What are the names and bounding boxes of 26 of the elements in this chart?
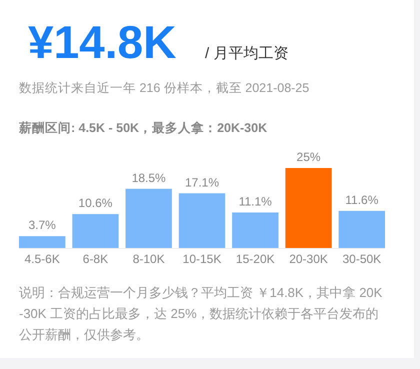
chart-subtitle: / 月平均工资 bbox=[205, 45, 288, 62]
text: 薪酬区间: 4.5K - 50K，最多人拿：20K-30K bbox=[18, 120, 268, 135]
bar bbox=[338, 210, 385, 248]
bar bbox=[285, 168, 332, 248]
x-tick-label: 30-50K bbox=[342, 252, 382, 266]
data-label: 11.6% bbox=[345, 192, 379, 207]
x-tick-label: 6-8K bbox=[82, 252, 108, 266]
bar bbox=[19, 236, 66, 248]
data-label: 11.1% bbox=[238, 194, 272, 208]
data-label: 18.5% bbox=[132, 170, 166, 185]
bar bbox=[232, 212, 278, 248]
x-tick-label: 15-20K bbox=[236, 252, 275, 266]
data-label: 17.1% bbox=[184, 175, 220, 190]
bar bbox=[178, 193, 226, 248]
x-tick-label: 20-30K bbox=[289, 252, 328, 266]
chart-title: ¥14.8K bbox=[28, 16, 176, 68]
bar bbox=[72, 214, 119, 248]
text: 数据统计来自近一年 216 份样本，截至 2021-08-25 bbox=[19, 81, 310, 95]
bar bbox=[126, 188, 172, 248]
data-label: 10.6% bbox=[78, 196, 113, 210]
x-tick-label: 8-10K bbox=[132, 252, 165, 266]
data-label: 3.7% bbox=[28, 218, 56, 232]
x-tick-label: 4.5-6K bbox=[24, 252, 60, 266]
x-tick-label: 10-15K bbox=[182, 252, 222, 266]
text: 说明：合规运营一个月多少钱？平均工资 ￥14.8K，其中拿 20K-30K 工资的占比最多，达 25%，数据统计依赖于各平台发布的公开薪酬，仅供参考。 bbox=[19, 285, 383, 342]
data-label: 25% bbox=[296, 150, 321, 164]
